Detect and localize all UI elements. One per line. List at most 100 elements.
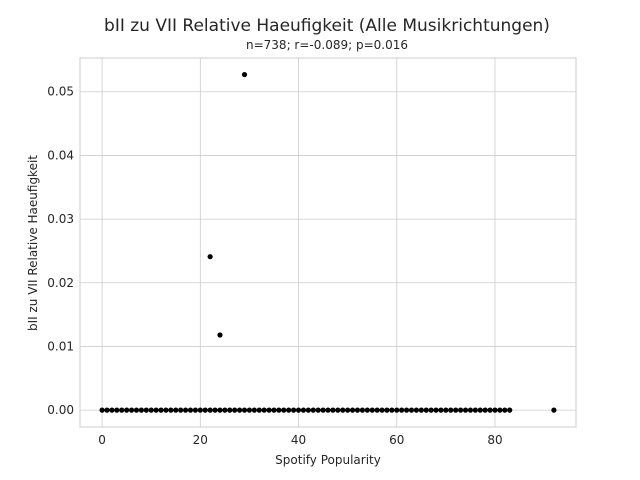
chart-subtitle: n=738; r=-0.089; p=0.016 bbox=[246, 38, 408, 52]
data-point bbox=[492, 407, 498, 413]
data-point bbox=[212, 407, 218, 413]
data-point bbox=[143, 407, 149, 413]
data-point bbox=[462, 407, 469, 413]
data-point bbox=[399, 407, 405, 413]
data-point bbox=[448, 407, 454, 413]
y-tick-label: 0.01 bbox=[47, 339, 74, 353]
data-point bbox=[467, 407, 474, 413]
data-point bbox=[408, 407, 415, 413]
data-point bbox=[379, 407, 385, 413]
data-point bbox=[163, 407, 169, 413]
data-point bbox=[187, 407, 194, 413]
data-point bbox=[369, 407, 375, 413]
data-point bbox=[128, 407, 135, 413]
plot-frame bbox=[79, 57, 577, 428]
tick-labels: 0 20 40 60 80 0.00 0.01 0.02 0.03 0.04 0.05 bbox=[47, 85, 502, 447]
data-point bbox=[482, 407, 488, 413]
data-point bbox=[295, 407, 302, 413]
y-axis-label: bII zu VII Relative Haeufigkeit bbox=[26, 155, 40, 331]
data-point bbox=[227, 407, 233, 413]
data-point bbox=[266, 407, 272, 413]
data-point bbox=[507, 407, 513, 413]
data-point bbox=[271, 407, 277, 413]
data-point bbox=[453, 407, 459, 413]
data-point bbox=[286, 407, 292, 413]
data-point bbox=[300, 407, 307, 413]
data-point bbox=[340, 407, 346, 413]
data-point bbox=[413, 407, 419, 413]
data-point bbox=[237, 407, 243, 413]
data-point bbox=[217, 407, 223, 413]
data-point bbox=[99, 407, 105, 413]
data-point bbox=[315, 407, 321, 413]
data-point bbox=[261, 407, 267, 413]
data-point bbox=[133, 407, 140, 413]
data-point bbox=[148, 407, 154, 413]
data-point bbox=[222, 407, 228, 413]
y-tick-label: 0.05 bbox=[47, 85, 74, 99]
data-point bbox=[197, 407, 203, 413]
data-point bbox=[178, 407, 184, 413]
data-point bbox=[241, 71, 248, 78]
chart-title: bII zu VII Relative Haeufigkeit (Alle Mu… bbox=[104, 16, 550, 36]
data-point bbox=[502, 407, 508, 413]
data-point bbox=[359, 407, 365, 413]
data-point bbox=[168, 407, 174, 413]
data-point bbox=[207, 407, 213, 413]
data-point bbox=[345, 407, 351, 413]
data-point bbox=[256, 407, 262, 413]
data-point bbox=[354, 407, 361, 413]
data-point bbox=[438, 407, 444, 413]
data-point bbox=[173, 407, 179, 413]
data-point bbox=[158, 407, 164, 413]
data-point bbox=[418, 407, 424, 413]
data-point bbox=[394, 407, 400, 413]
data-point bbox=[217, 332, 223, 338]
data-point bbox=[124, 407, 130, 413]
data-point bbox=[320, 407, 326, 413]
data-point bbox=[389, 407, 395, 413]
data-point bbox=[114, 407, 120, 413]
data-point bbox=[374, 407, 380, 413]
data-point bbox=[182, 407, 189, 413]
x-tick-label: 0 bbox=[98, 433, 106, 447]
data-point bbox=[246, 407, 253, 413]
data-point bbox=[335, 407, 341, 413]
data-point bbox=[497, 407, 503, 413]
data-point bbox=[281, 407, 287, 413]
data-point bbox=[232, 407, 238, 413]
data-point bbox=[153, 407, 159, 413]
data-point bbox=[330, 407, 336, 413]
data-point bbox=[487, 407, 493, 413]
data-point bbox=[403, 407, 410, 413]
data-point bbox=[472, 407, 478, 413]
data-point bbox=[349, 407, 356, 413]
data-point bbox=[423, 407, 429, 413]
y-tick-label: 0.04 bbox=[47, 148, 74, 162]
data-point bbox=[477, 407, 483, 413]
data-point bbox=[104, 407, 110, 413]
data-point bbox=[291, 407, 297, 413]
data-point bbox=[551, 407, 557, 413]
data-point bbox=[192, 407, 199, 413]
x-tick-label: 60 bbox=[389, 433, 404, 447]
data-point bbox=[109, 407, 115, 413]
data-point bbox=[241, 407, 248, 413]
x-axis-label: Spotify Popularity bbox=[275, 453, 381, 467]
data-point bbox=[325, 407, 331, 413]
data-point bbox=[202, 407, 208, 413]
y-tick-label: 0.00 bbox=[47, 403, 74, 417]
data-point bbox=[251, 407, 257, 413]
data-point bbox=[384, 407, 390, 413]
data-point bbox=[276, 407, 282, 413]
data-point bbox=[138, 407, 144, 413]
data-point bbox=[428, 407, 434, 413]
x-tick-label: 20 bbox=[193, 433, 208, 447]
x-tick-label: 80 bbox=[487, 433, 502, 447]
data-points bbox=[99, 71, 557, 413]
data-point bbox=[443, 407, 449, 413]
data-point bbox=[119, 407, 125, 413]
y-tick-label: 0.02 bbox=[47, 276, 74, 290]
data-point bbox=[364, 407, 370, 413]
